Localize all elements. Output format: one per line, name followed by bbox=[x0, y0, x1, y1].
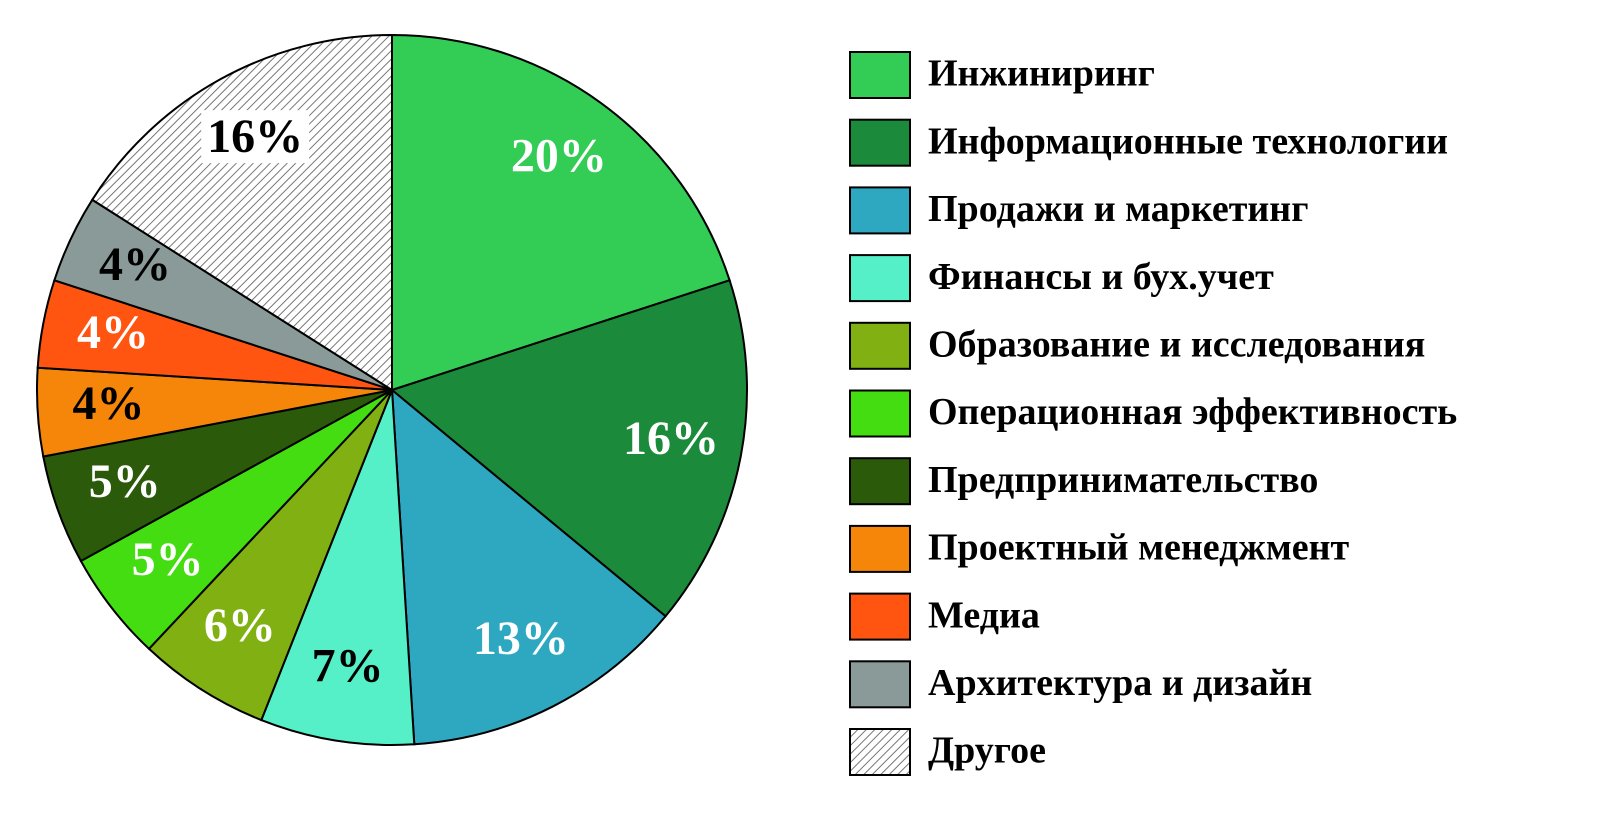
legend-label: Медиа bbox=[928, 594, 1040, 636]
data-label: 7% bbox=[312, 640, 384, 693]
data-label: 13% bbox=[473, 612, 569, 665]
pie-slice bbox=[389, 279, 748, 618]
legend-swatch bbox=[849, 660, 911, 709]
pie-slice bbox=[260, 389, 416, 746]
legend-label: Информационные технологии bbox=[928, 120, 1448, 162]
data-label: 16% bbox=[207, 110, 303, 163]
legend-swatch bbox=[849, 389, 911, 438]
pie-slice bbox=[147, 389, 393, 722]
legend-label: Образование и исследования bbox=[928, 324, 1425, 366]
legend-swatch bbox=[849, 186, 911, 235]
legend-swatch bbox=[849, 118, 911, 167]
legend-label: Финансы и бух.учет bbox=[928, 256, 1274, 298]
pie-slice bbox=[90, 33, 393, 392]
data-label: 6% bbox=[204, 599, 276, 652]
data-label: 4% bbox=[99, 238, 171, 291]
legend-label: Операционная эффективность bbox=[928, 391, 1457, 433]
legend-swatch bbox=[849, 254, 911, 303]
legend-swatch bbox=[849, 51, 911, 99]
label-background bbox=[201, 110, 310, 164]
pie-slice bbox=[391, 33, 731, 392]
data-label: 4% bbox=[73, 377, 145, 430]
data-label: 16% bbox=[623, 412, 719, 465]
legend-label: Другое bbox=[928, 730, 1046, 772]
data-label: 20% bbox=[511, 129, 607, 182]
data-label: 5% bbox=[89, 455, 161, 508]
data-label: 5% bbox=[132, 533, 204, 586]
legend-label: Продажи и маркетинг bbox=[928, 188, 1308, 230]
legend-swatch bbox=[849, 457, 911, 506]
legend-label: Инжиниринг bbox=[928, 53, 1155, 95]
legend-label: Архитектура и дизайн bbox=[928, 662, 1312, 704]
legend-swatch bbox=[849, 592, 911, 641]
legend-label: Предпринимательство bbox=[928, 459, 1318, 501]
legend-swatch bbox=[849, 524, 911, 573]
data-label: 4% bbox=[77, 306, 149, 359]
legend-swatch bbox=[849, 321, 911, 370]
legend-label: Проектный менеджмент bbox=[928, 527, 1350, 569]
pie-slice bbox=[390, 387, 667, 746]
legend-swatch bbox=[849, 728, 911, 776]
